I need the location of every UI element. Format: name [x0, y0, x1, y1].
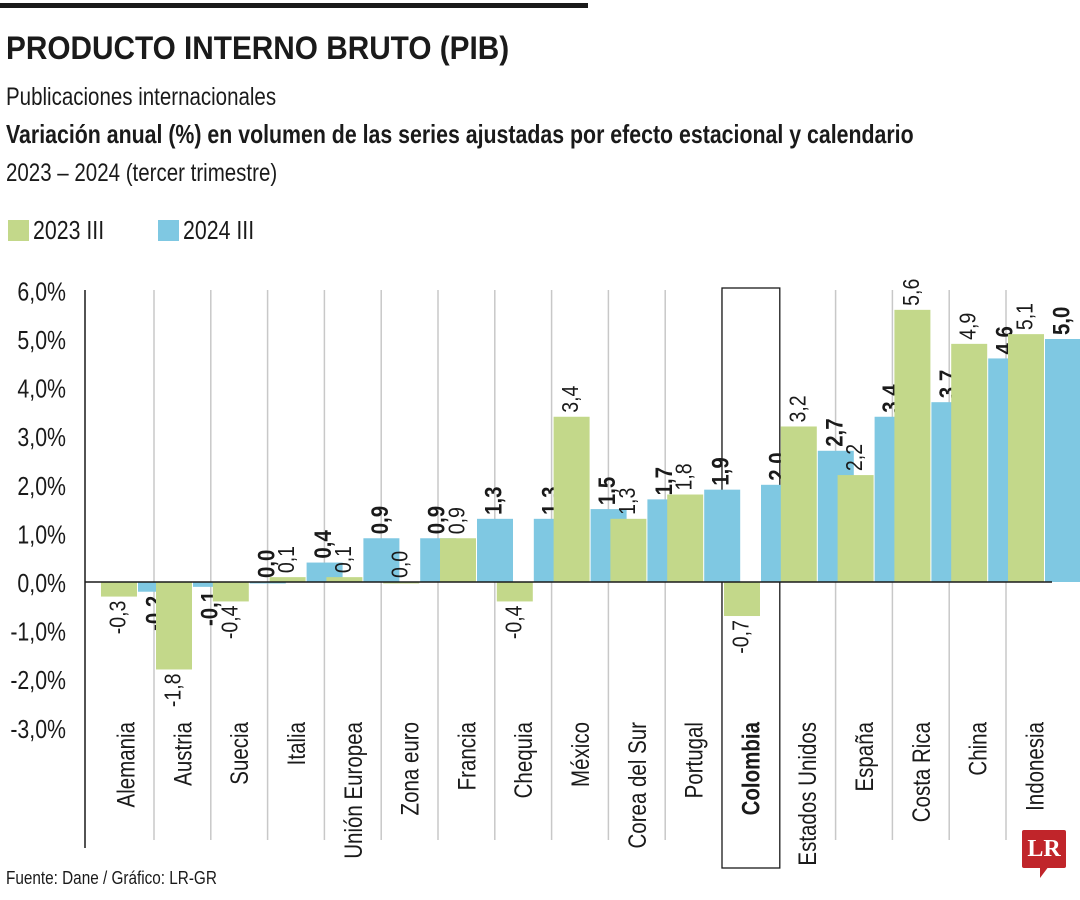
- data-label-2023: 5,1: [1012, 303, 1038, 330]
- y-tick-label: 0,0%: [17, 569, 66, 599]
- y-tick-label: 1,0%: [17, 520, 66, 550]
- bar-2023: [951, 343, 988, 582]
- data-label-2023: 1,3: [614, 488, 640, 515]
- legend-swatch-2023: [8, 219, 29, 241]
- data-label-2023: -0,3: [105, 601, 131, 635]
- legend-item-2024: 2024 III: [157, 214, 270, 246]
- data-label-2024: 0,9: [423, 506, 450, 534]
- category-label: Colombia: [736, 722, 764, 816]
- category-label: Francia: [452, 722, 480, 791]
- legend-label-2024: 2024 III: [182, 214, 254, 245]
- data-label-2023: 0,1: [330, 546, 356, 573]
- data-label-2023: 0,1: [274, 546, 300, 573]
- y-tick-label: 2,0%: [17, 472, 66, 502]
- category-label: Estados Unidos: [793, 722, 821, 866]
- category-label: China: [964, 722, 992, 776]
- y-tick-label: 5,0%: [17, 326, 66, 356]
- legend-label-2023: 2023 III: [33, 214, 105, 245]
- y-tick-label: 3,0%: [17, 423, 66, 453]
- bar-2024: [363, 538, 400, 582]
- category-label: Unión Europea: [339, 722, 367, 859]
- y-tick-label: -1,0%: [10, 618, 66, 648]
- lr-logo-tail: [1040, 866, 1049, 878]
- data-label-2024: 1,3: [480, 486, 507, 514]
- data-label-2023: -0,7: [728, 620, 754, 654]
- category-label: Chequia: [509, 722, 537, 799]
- legend-swatch-2024: [157, 219, 179, 241]
- category-label: México: [566, 722, 594, 787]
- bar-2024: [193, 582, 229, 587]
- data-label-2023: 5,6: [898, 279, 924, 306]
- category-label: Austria: [168, 722, 196, 786]
- data-label-2023: 1,8: [671, 463, 697, 490]
- y-tick-label: -2,0%: [10, 666, 66, 696]
- data-label-2024: 5,0: [1048, 307, 1075, 335]
- chart-description: Variación anual (%) en volumen de las se…: [6, 119, 914, 149]
- data-label-2023: 3,4: [558, 385, 584, 412]
- bar-2023: [894, 309, 931, 582]
- bar-2023: [269, 577, 306, 582]
- legend-item-2023: 2023 III: [8, 215, 120, 246]
- bar-2023: [837, 475, 874, 582]
- bar-2023: [780, 426, 817, 582]
- data-label-2024: 1,5: [594, 477, 621, 505]
- bar-2023: [212, 582, 249, 602]
- bar-2023: [553, 416, 590, 582]
- bar-2023: [610, 518, 647, 582]
- bar-2023: [496, 582, 533, 602]
- chart-period: 2023 – 2024 (tercer trimestre): [6, 159, 278, 187]
- chart-title: PRODUCTO INTERNO BRUTO (PIB): [6, 30, 510, 66]
- category-label: Italia: [282, 722, 310, 766]
- bar-2023: [667, 494, 704, 582]
- data-label-2024: 0,9: [366, 506, 393, 534]
- data-label-2023: 3,2: [785, 395, 811, 422]
- bar-2023: [724, 582, 760, 617]
- category-label: Corea del Sur: [623, 722, 651, 849]
- data-label-2024: 0,4: [310, 530, 337, 559]
- top-rule: [0, 3, 588, 8]
- y-tick-label: 4,0%: [17, 375, 66, 405]
- category-label: Alemania: [111, 722, 139, 808]
- data-label-2023: 0,9: [444, 507, 470, 534]
- data-label-2024: 0,0: [253, 550, 280, 578]
- bar-2023: [326, 577, 363, 582]
- category-label: Portugal: [680, 722, 708, 798]
- bar-2023: [1008, 334, 1044, 582]
- data-label-2023: -1,8: [160, 673, 186, 707]
- category-label: Indonesia: [1020, 722, 1048, 811]
- y-tick-label: 6,0%: [17, 277, 66, 307]
- category-label: Costa Rica: [907, 722, 935, 823]
- data-label-2024: 1,7: [650, 467, 677, 495]
- data-label-2023: -0,4: [217, 605, 243, 639]
- data-label-2024: 2,7: [821, 418, 848, 446]
- data-label-2024: 1,9: [707, 457, 734, 485]
- category-label: Suecia: [225, 722, 253, 785]
- bar-2023: [101, 582, 137, 597]
- lr-logo: LR: [1022, 830, 1066, 868]
- bar-2024: [477, 518, 513, 582]
- chart-subtitle: Publicaciones internacionales: [6, 83, 277, 111]
- bar-2023: [156, 582, 192, 670]
- bar-2024: [704, 489, 741, 582]
- data-label-2023: 2,2: [842, 444, 868, 471]
- data-label-2023: -0,4: [501, 605, 527, 639]
- category-label: Zona euro: [396, 722, 424, 815]
- data-label-2023: 0,0: [387, 551, 413, 578]
- legend: 2023 III 2024 III: [8, 215, 307, 245]
- y-tick-label: -3,0%: [10, 715, 66, 745]
- source-note: Fuente: Dane / Gráfico: LR-GR: [6, 868, 217, 888]
- category-label: España: [850, 722, 878, 792]
- bar-2024: [1045, 339, 1080, 582]
- data-label-2023: 4,9: [955, 313, 981, 340]
- bar-2023: [440, 538, 476, 582]
